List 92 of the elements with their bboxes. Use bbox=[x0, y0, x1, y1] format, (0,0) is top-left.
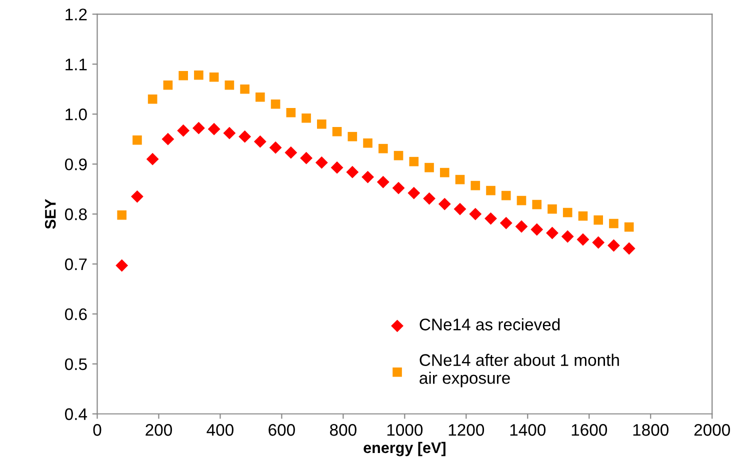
point bbox=[394, 150, 404, 160]
y-tick-label: 0.4 bbox=[65, 408, 88, 420]
x-tick-label: 800 bbox=[330, 424, 356, 436]
point bbox=[515, 220, 528, 233]
point bbox=[162, 132, 174, 146]
point bbox=[300, 152, 313, 164]
point bbox=[362, 170, 374, 184]
point bbox=[440, 168, 450, 178]
point bbox=[269, 141, 282, 154]
point bbox=[317, 119, 326, 129]
point bbox=[315, 156, 328, 169]
point bbox=[501, 190, 511, 200]
point bbox=[500, 216, 512, 230]
point bbox=[376, 176, 390, 188]
point bbox=[346, 166, 359, 178]
point bbox=[208, 122, 220, 136]
point bbox=[470, 180, 480, 190]
y-tick-label: 0.5 bbox=[65, 358, 87, 370]
y-tick-label: 0.7 bbox=[65, 258, 87, 270]
y-tick-label: 0.8 bbox=[65, 208, 87, 220]
point bbox=[256, 92, 265, 102]
point bbox=[332, 126, 342, 136]
x-tick-label: 200 bbox=[146, 424, 172, 436]
point bbox=[424, 162, 434, 172]
point bbox=[240, 84, 250, 94]
x-tick-label: 1000 bbox=[387, 424, 423, 436]
point bbox=[546, 226, 558, 240]
point bbox=[286, 108, 296, 118]
point bbox=[622, 242, 636, 255]
point bbox=[592, 236, 605, 249]
y-tick-label: 1.0 bbox=[66, 108, 87, 120]
point bbox=[163, 80, 173, 90]
x-tick-label: 2000 bbox=[694, 424, 730, 436]
point bbox=[363, 138, 372, 148]
y-tick-label: 1.2 bbox=[66, 8, 87, 20]
point bbox=[194, 70, 204, 80]
x-tick-label: 1200 bbox=[448, 424, 484, 436]
point bbox=[209, 72, 219, 82]
point bbox=[238, 130, 252, 143]
y-tick-label: 1.1 bbox=[66, 58, 87, 70]
point bbox=[330, 161, 344, 174]
point bbox=[624, 222, 634, 232]
point bbox=[178, 70, 188, 80]
point bbox=[270, 99, 280, 109]
point bbox=[130, 190, 144, 203]
point bbox=[532, 200, 542, 210]
point bbox=[148, 94, 158, 104]
y-tick-label: 0.6 bbox=[65, 308, 87, 320]
point bbox=[392, 182, 405, 194]
point bbox=[423, 192, 436, 205]
point bbox=[455, 174, 465, 184]
point bbox=[548, 204, 557, 214]
x-tick-label: 1600 bbox=[572, 424, 608, 436]
point bbox=[594, 215, 604, 225]
point bbox=[608, 239, 620, 252]
point bbox=[378, 144, 388, 154]
x-axis-title: energy [eV] bbox=[364, 442, 446, 456]
x-tick-label: 0 bbox=[93, 424, 102, 436]
point bbox=[469, 208, 482, 220]
point bbox=[132, 135, 142, 145]
point bbox=[454, 202, 466, 216]
point bbox=[408, 186, 420, 200]
point bbox=[484, 212, 497, 225]
point bbox=[192, 122, 205, 134]
point bbox=[530, 223, 544, 236]
point bbox=[224, 80, 234, 90]
point bbox=[254, 135, 266, 148]
point bbox=[302, 113, 311, 123]
point bbox=[561, 230, 574, 243]
point bbox=[609, 218, 618, 228]
point bbox=[576, 233, 590, 246]
y-axis-title: SEY bbox=[44, 198, 56, 229]
point bbox=[409, 156, 419, 166]
y-tick-label: 0.9 bbox=[65, 158, 87, 170]
point bbox=[177, 124, 190, 137]
point bbox=[562, 208, 572, 218]
point bbox=[438, 198, 451, 210]
point bbox=[486, 186, 496, 196]
x-tick-label: 400 bbox=[206, 424, 234, 436]
legend-label: CNe14 after about 1 month air exposure bbox=[420, 354, 619, 388]
x-tick-label: 1800 bbox=[633, 424, 668, 436]
point bbox=[117, 210, 126, 220]
x-tick-label: 600 bbox=[268, 424, 295, 436]
legend-label: CNe14 as recieved bbox=[420, 318, 560, 330]
point bbox=[146, 152, 159, 166]
point bbox=[284, 146, 298, 159]
point bbox=[578, 211, 588, 221]
x-tick-label: 1400 bbox=[510, 424, 546, 436]
point bbox=[223, 126, 236, 140]
point bbox=[348, 132, 358, 142]
point bbox=[116, 259, 128, 272]
point bbox=[516, 196, 526, 206]
